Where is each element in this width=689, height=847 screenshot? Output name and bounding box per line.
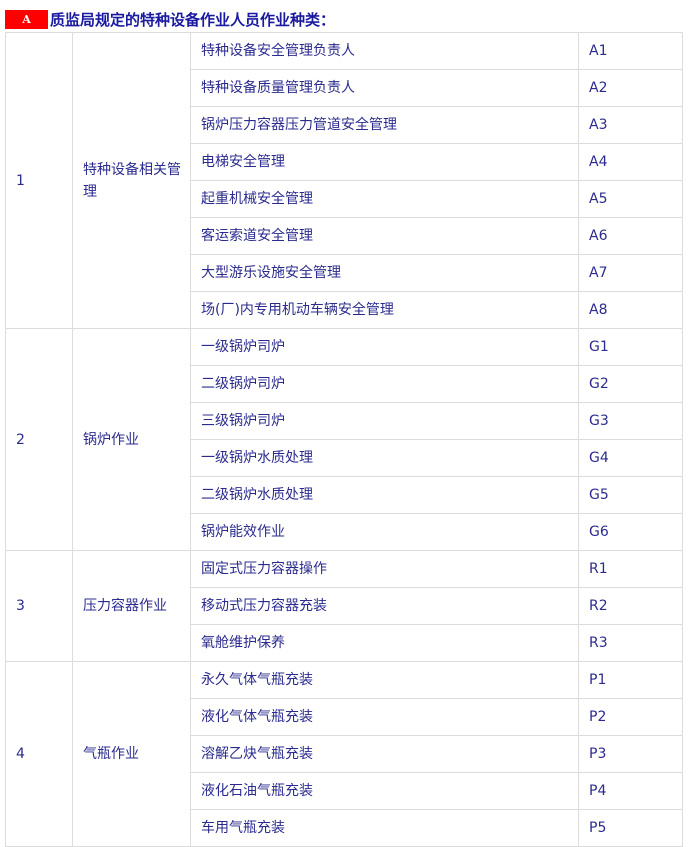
operation-name: 三级锅炉司炉	[190, 402, 579, 440]
section-header: A 质监局规定的特种设备作业人员作业种类：	[5, 9, 335, 29]
operation-code: P4	[578, 772, 683, 810]
table-row: 二级锅炉水质处理 G5	[6, 476, 683, 514]
operation-name: 永久气体气瓶充装	[190, 661, 579, 699]
table-row: 4 气瓶作业 永久气体气瓶充装 P1	[5, 661, 683, 847]
table-row: 起重机械安全管理 A5	[6, 180, 683, 218]
operation-name: 固定式压力容器操作	[190, 550, 579, 588]
operation-code: G4	[578, 439, 683, 477]
table-row: 移动式压力容器充装 R2	[6, 587, 683, 625]
table-row: 溶解乙炔气瓶充装 P3	[6, 735, 683, 773]
operation-name: 客运索道安全管理	[190, 217, 579, 255]
operation-name: 二级锅炉水质处理	[190, 476, 579, 514]
table-row: 液化石油气瓶充装 P4	[6, 772, 683, 810]
table-row: 锅炉能效作业 G6	[6, 513, 683, 551]
table-row: 2 锅炉作业 一级锅炉司炉 G1	[5, 328, 683, 551]
operation-code: G1	[578, 328, 683, 366]
operation-name: 移动式压力容器充装	[190, 587, 579, 625]
operation-code: A2	[578, 69, 683, 107]
operation-code: A7	[578, 254, 683, 292]
operation-code: A3	[578, 106, 683, 144]
table-row: 电梯安全管理 A4	[6, 143, 683, 181]
operation-code: G6	[578, 513, 683, 551]
group-number: 3	[5, 550, 73, 662]
operation-code: R2	[578, 587, 683, 625]
table-row: 特种设备质量管理负责人 A2	[6, 69, 683, 107]
table-row: 3 压力容器作业 固定式压力容器操作 R1	[5, 550, 683, 662]
group-category: 特种设备相关管理	[72, 32, 191, 329]
operation-name: 锅炉压力容器压力管道安全管理	[190, 106, 579, 144]
operation-name: 锅炉能效作业	[190, 513, 579, 551]
operation-name: 电梯安全管理	[190, 143, 579, 181]
operation-code: P1	[578, 661, 683, 699]
operation-name: 二级锅炉司炉	[190, 365, 579, 403]
operation-code: A8	[578, 291, 683, 329]
table-row: 大型游乐设施安全管理 A7	[6, 254, 683, 292]
operation-code: G2	[578, 365, 683, 403]
operation-name: 场(厂)内专用机动车辆安全管理	[190, 291, 579, 329]
operation-name: 氧舱维护保养	[190, 624, 579, 662]
operation-name: 液化石油气瓶充装	[190, 772, 579, 810]
operation-code: P3	[578, 735, 683, 773]
table-row: 锅炉压力容器压力管道安全管理 A3	[6, 106, 683, 144]
operation-code: G5	[578, 476, 683, 514]
operation-name: 特种设备安全管理负责人	[190, 32, 579, 70]
operation-types-table: 1 特种设备相关管理 特种设备安全管理负责人 A1 特种设备质量管理负责人 A2 锅炉压力容…	[5, 32, 683, 847]
group-number: 2	[5, 328, 73, 551]
group-category: 压力容器作业	[72, 550, 191, 662]
operation-code: G3	[578, 402, 683, 440]
operation-code: R3	[578, 624, 683, 662]
table-row: 三级锅炉司炉 G3	[6, 402, 683, 440]
operation-code: A4	[578, 143, 683, 181]
operation-code: A1	[578, 32, 683, 70]
group-category: 气瓶作业	[72, 661, 191, 847]
operation-code: A6	[578, 217, 683, 255]
group-category: 锅炉作业	[72, 328, 191, 551]
operation-name: 液化气体气瓶充装	[190, 698, 579, 736]
group-number: 1	[5, 32, 73, 329]
operation-name: 特种设备质量管理负责人	[190, 69, 579, 107]
operation-name: 一级锅炉司炉	[190, 328, 579, 366]
table-row: 客运索道安全管理 A6	[6, 217, 683, 255]
table-row: 氧舱维护保养 R3	[6, 624, 683, 662]
operation-name: 溶解乙炔气瓶充装	[190, 735, 579, 773]
operation-name: 大型游乐设施安全管理	[190, 254, 579, 292]
table-row: 场(厂)内专用机动车辆安全管理 A8	[6, 291, 683, 329]
operation-name: 一级锅炉水质处理	[190, 439, 579, 477]
operation-code: P2	[578, 698, 683, 736]
operation-code: A5	[578, 180, 683, 218]
table-row: 二级锅炉司炉 G2	[6, 365, 683, 403]
table-row: 1 特种设备相关管理 特种设备安全管理负责人 A1	[5, 32, 683, 329]
section-title: 质监局规定的特种设备作业人员作业种类：	[50, 10, 336, 29]
group-number: 4	[5, 661, 73, 847]
operation-name: 起重机械安全管理	[190, 180, 579, 218]
section-badge: A	[5, 9, 48, 29]
operation-code: R1	[578, 550, 683, 588]
table-row: 液化气体气瓶充装 P2	[6, 698, 683, 736]
